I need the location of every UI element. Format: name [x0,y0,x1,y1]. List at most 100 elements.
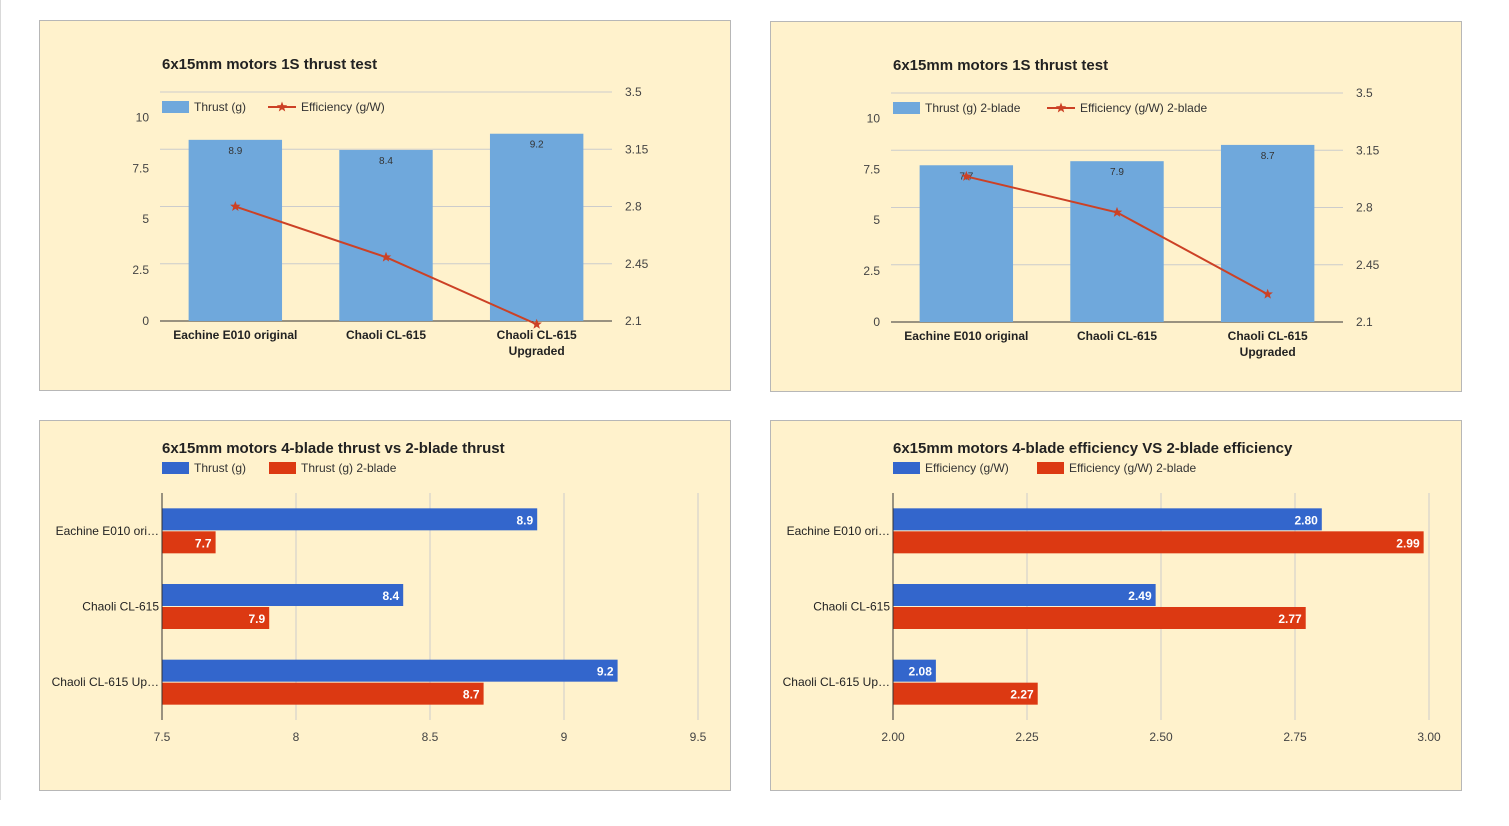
x-category-label: Chaoli CL-615 [346,328,426,342]
x-category-label: Eachine E010 original [904,329,1028,343]
y-right-tick-label: 3.15 [625,142,649,156]
x-category-label: Upgraded [509,344,565,358]
chart-panel-thrust-1s-2blade[interactable]: 6x15mm motors 1S thrust test 2.1 2.45 2.8 3… [770,21,1462,392]
x-tick-label: 2.75 [1283,730,1307,744]
y-left-tick-label: 5 [873,213,880,227]
chart-title: 6x15mm motors 1S thrust test [893,57,1108,74]
chart-thrust-1s-2blade-svg: 6x15mm motors 1S thrust test 2.1 2.45 2.8 3… [863,57,1380,359]
x-category-label: Chaoli CL-615 [497,328,577,342]
y-right-tick-label: 3.5 [625,85,642,99]
bar-1 [1070,161,1164,322]
y-category-label: Chaoli CL-615 [813,600,890,614]
bar-value-label: 9.2 [597,665,614,679]
legend-swatch-series-1 [269,462,296,474]
legend-label: Efficiency (g/W) 2-blade [1069,461,1196,475]
x-tick-label: 7.5 [154,730,171,744]
legend-swatch-star [1055,102,1067,113]
y-right-tick-label: 2.1 [625,314,642,328]
legend-label: Efficiency (g/W) 2-blade [1080,101,1207,115]
y-category-label: Chaoli CL-615 Up… [783,675,890,689]
y-category-label: Eachine E010 ori… [56,524,159,538]
y-left-tick-label: 10 [136,110,150,124]
efficiency-point-1 [380,251,392,262]
bar-value-label: 7.7 [195,536,212,550]
y-right-tick-label: 2.45 [625,257,649,271]
bar-series-1-2 [893,682,1038,705]
bar-value-label: 2.80 [1294,513,1318,527]
bar-series-0-1 [893,584,1156,606]
y-right-tick-label: 2.1 [1356,315,1373,329]
bar-value-label: 8.9 [517,513,534,527]
bar-value-label: 7.9 [1110,167,1124,178]
bar-1 [339,150,433,321]
legend-swatch-star [276,101,288,112]
x-tick-label: 2.25 [1015,730,1039,744]
efficiency-point-1 [1111,206,1123,217]
bar-value-label: 2.77 [1278,612,1302,626]
legend-swatch-bar [893,102,920,114]
bar-value-label: 9.2 [530,140,544,151]
legend-label: Thrust (g) [194,461,246,475]
chart-thrust-comparison-svg: 6x15mm motors 4-blade thrust vs 2-blade … [52,440,707,744]
y-left-tick-label: 2.5 [132,263,149,277]
y-category-label: Chaoli CL-615 [82,600,159,614]
legend-label: Thrust (g) 2-blade [925,101,1021,115]
bar-value-label: 2.08 [909,665,933,679]
chart-title: 6x15mm motors 4-blade efficiency VS 2-bl… [893,440,1293,457]
bar-series-1-1 [162,607,270,629]
bar-value-label: 8.7 [1261,151,1275,162]
x-category-label: Chaoli CL-615 [1228,329,1308,343]
chart-thrust-1s-svg: 6x15mm motors 1S thrust test 2.1 2.45 2.8 3… [132,56,649,358]
x-tick-label: 8.5 [422,730,439,744]
legend-swatch-series-1 [1037,462,1064,474]
bar-series-0-0 [893,508,1322,531]
chart-panel-efficiency-comparison[interactable]: 6x15mm motors 4-blade efficiency VS 2-bl… [770,420,1462,791]
chart-panel-thrust-1s[interactable]: 6x15mm motors 1S thrust test 2.1 2.45 2.8 3… [39,20,731,391]
bar-value-label: 8.9 [228,146,242,157]
bar-0 [919,165,1014,322]
y-left-tick-label: 2.5 [863,264,880,278]
bar-series-0-0 [162,508,538,531]
y-left-tick-label: 0 [142,314,149,328]
bar-series-0-2 [893,659,936,682]
bar-value-label: 7.9 [249,612,266,626]
x-tick-label: 2.50 [1149,730,1173,744]
legend-label: Efficiency (g/W) [301,100,385,114]
bar-series-1-2 [162,682,484,705]
x-category-label: Upgraded [1240,345,1296,359]
x-tick-label: 9.5 [690,730,707,744]
x-tick-label: 8 [293,730,300,744]
y-right-tick-label: 2.8 [625,200,642,214]
legend-swatch-series-0 [162,462,189,474]
bar-2 [489,133,584,321]
legend-swatch-bar [162,101,189,113]
y-category-label: Eachine E010 ori… [787,524,890,538]
y-right-tick-label: 2.45 [1356,258,1380,272]
bar-value-label: 2.99 [1396,536,1420,550]
legend-label: Efficiency (g/W) [925,461,1009,475]
bar-series-0-1 [162,584,404,606]
chart-efficiency-comparison-svg: 6x15mm motors 4-blade efficiency VS 2-bl… [783,440,1441,744]
chart-title: 6x15mm motors 1S thrust test [162,56,377,73]
chart-panel-thrust-comparison[interactable]: 6x15mm motors 4-blade thrust vs 2-blade … [39,420,731,791]
x-tick-label: 9 [561,730,568,744]
y-left-tick-label: 0 [873,315,880,329]
y-right-tick-label: 3.15 [1356,143,1380,157]
bar-series-0-2 [162,659,618,682]
bar-value-label: 8.7 [463,688,480,702]
legend-swatch-series-0 [893,462,920,474]
x-tick-label: 3.00 [1417,730,1441,744]
y-left-tick-label: 10 [867,111,881,125]
bar-value-label: 2.49 [1128,589,1152,603]
y-left-tick-label: 7.5 [863,162,880,176]
y-left-tick-label: 5 [142,212,149,226]
bar-value-label: 2.27 [1010,688,1034,702]
bar-value-label: 8.4 [379,156,393,167]
bar-0 [188,139,283,321]
chart-title: 6x15mm motors 4-blade thrust vs 2-blade … [162,440,505,457]
y-right-tick-label: 2.8 [1356,201,1373,215]
y-category-label: Chaoli CL-615 Up… [52,675,159,689]
efficiency-point-2 [531,318,542,329]
legend-label: Thrust (g) 2-blade [301,461,397,475]
legend-label: Thrust (g) [194,100,246,114]
